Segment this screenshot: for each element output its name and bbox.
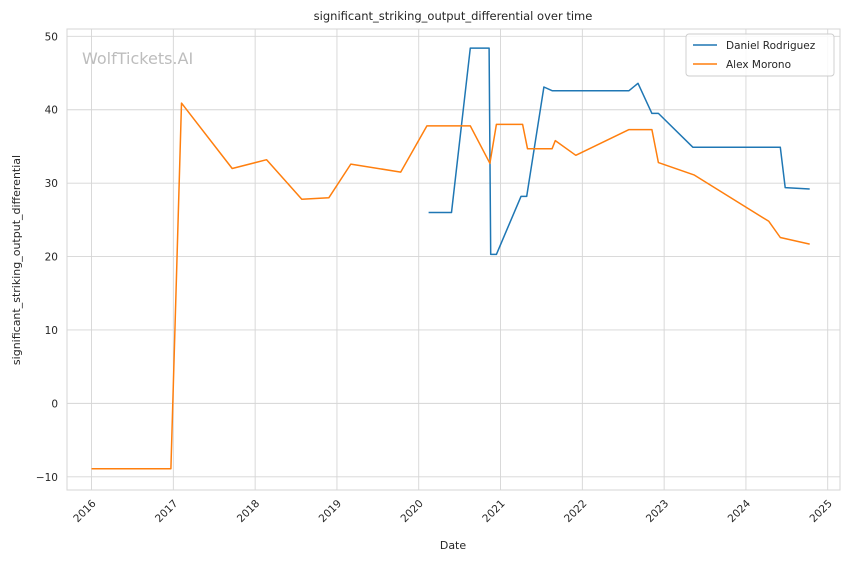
x-tick-label: 2020 <box>398 498 425 525</box>
y-axis-label: significant_striking_output_differential <box>10 155 23 365</box>
plot-area-frame <box>66 28 841 491</box>
legend-label-alex-morono: Alex Morono <box>726 59 791 71</box>
x-tick-label: 2023 <box>644 498 671 525</box>
y-tick-label: 50 <box>45 31 58 43</box>
y-tick-label: 40 <box>45 105 58 117</box>
legend-box <box>685 33 835 77</box>
grid-lines <box>67 29 840 490</box>
x-tick-label: 2019 <box>317 498 344 525</box>
x-tick-label: 2022 <box>562 498 589 525</box>
watermark: WolfTickets.AI <box>82 49 193 68</box>
y-tick-label: −10 <box>36 472 58 484</box>
y-tick-label: 30 <box>45 178 58 190</box>
x-tick-label: 2025 <box>807 498 834 525</box>
x-tick-label: 2016 <box>71 497 99 525</box>
series-line-daniel-rodriguez <box>428 47 810 256</box>
series-line-alex-morono <box>91 102 810 470</box>
series-lines <box>91 47 810 470</box>
x-tick-label: 2024 <box>726 497 754 525</box>
y-tick-label: 0 <box>51 398 58 410</box>
legend-label-daniel-rodriguez: Daniel Rodriguez <box>726 40 816 52</box>
legend: Daniel Rodriguez Alex Morono <box>685 33 835 77</box>
y-tick-label: 10 <box>45 325 58 337</box>
x-axis-ticks: 2016 2017 2018 2019 2020 2021 2022 2023 2024 2025 <box>71 497 835 525</box>
chart-title: significant_striking_output_differential… <box>314 9 593 23</box>
x-tick-label: 2021 <box>480 498 507 525</box>
x-axis-label: Date <box>440 539 467 552</box>
x-tick-label: 2017 <box>153 498 180 525</box>
x-tick-label: 2018 <box>235 498 262 525</box>
y-axis-ticks: −10 0 10 20 30 40 50 <box>36 31 58 483</box>
y-tick-label: 20 <box>45 252 58 264</box>
